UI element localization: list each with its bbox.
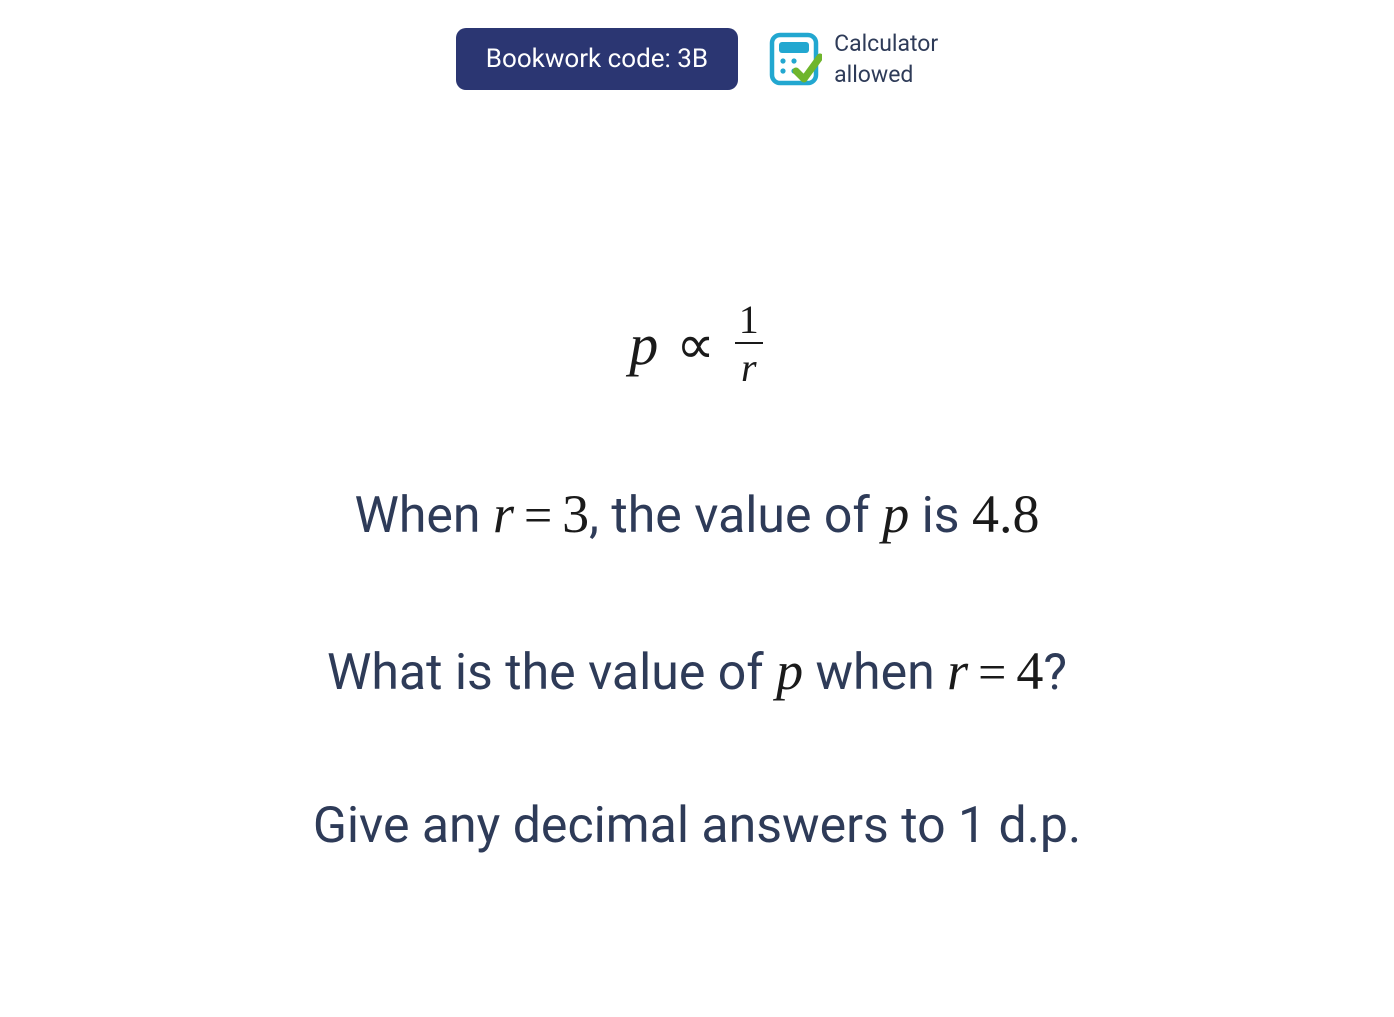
answer-format-instruction: Give any decimal answers to 1 d.p. bbox=[313, 797, 1081, 855]
calculator-text-line1: Calculator bbox=[834, 28, 938, 59]
fraction-numerator: 1 bbox=[733, 300, 765, 342]
text-is: is bbox=[909, 487, 972, 545]
calculator-text-line2: allowed bbox=[834, 59, 938, 90]
question-given-values: When r=3, the value of p is 4.8 bbox=[355, 483, 1040, 545]
question-content: p ∝ 1 r When r=3, the value of p is 4.8 … bbox=[0, 300, 1394, 855]
calculator-allowed-label: Calculator allowed bbox=[834, 28, 938, 90]
question-header: Bookwork code: 3B Calculator allowed bbox=[0, 28, 1394, 90]
value-4point8: 4.8 bbox=[972, 484, 1040, 544]
text-what-is-value: What is the value of bbox=[327, 644, 776, 702]
value-3: 3 bbox=[562, 484, 589, 544]
bookwork-code-badge: Bookwork code: 3B bbox=[456, 28, 738, 90]
proportional-symbol: ∝ bbox=[676, 313, 715, 376]
text-when: When bbox=[355, 487, 493, 545]
variable-p: p bbox=[882, 484, 909, 544]
variable-r: r bbox=[493, 484, 514, 544]
formula-lhs-variable: p bbox=[629, 311, 658, 378]
formula-fraction: 1 r bbox=[733, 300, 765, 388]
calculator-allowed-group: Calculator allowed bbox=[766, 28, 938, 90]
text-value-of: , the value of bbox=[589, 487, 882, 545]
variable-r-2: r bbox=[947, 641, 968, 701]
equals-sign-2: = bbox=[968, 644, 1016, 700]
variable-p-2: p bbox=[776, 641, 803, 701]
question-mark: ? bbox=[1043, 644, 1067, 702]
fraction-denominator: r bbox=[735, 342, 763, 388]
proportionality-formula: p ∝ 1 r bbox=[629, 300, 765, 388]
equals-sign: = bbox=[514, 487, 562, 543]
text-when-2: when bbox=[803, 644, 947, 702]
question-prompt: What is the value of p when r=4? bbox=[327, 640, 1067, 702]
calculator-icon bbox=[766, 31, 822, 87]
value-4: 4 bbox=[1016, 641, 1043, 701]
